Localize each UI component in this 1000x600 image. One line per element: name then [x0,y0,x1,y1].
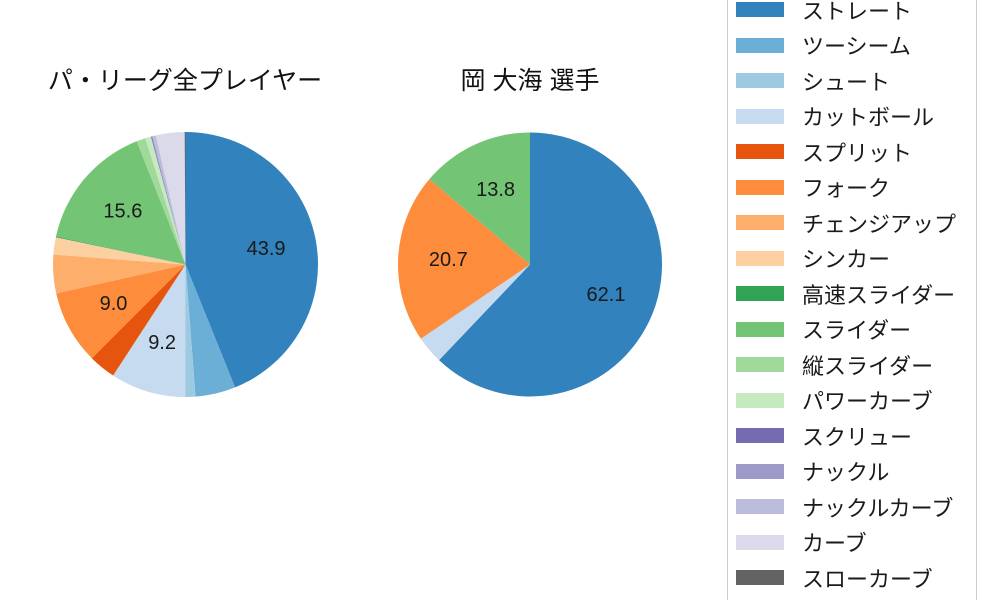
legend-swatch-icon [736,179,784,195]
chart-title-right: 岡 大海 選手 [460,67,600,95]
pie-value-label: 62.1 [587,284,626,306]
legend-item-label: チェンジアップ [802,211,957,237]
legend-item-9: スライダー [728,312,976,348]
pie-slice-0-12 [150,136,186,265]
legend-swatch-icon [736,392,784,408]
legend-item-label: スプリット [802,140,913,166]
pie-slice-1-0 [439,132,663,397]
legend-item-label: ストレート [802,0,913,24]
pie-slice-0-9 [56,141,186,265]
legend-swatch-icon [736,357,784,373]
legend-item-3: カットボール [728,99,976,135]
pie-slice-0-5 [56,264,186,359]
legend-item-label: カーブ [802,531,867,557]
legend-swatch-icon [736,108,784,124]
pie-value-label: 9.0 [100,293,128,315]
legend-item-1: ツーシーム [728,28,976,64]
chart-title-left: パ・リーグ全プレイヤー [47,67,323,95]
legend-swatch-icon [736,570,784,586]
pie-value-label: 20.7 [429,249,468,271]
legend-swatch-icon [736,73,784,89]
legend-item-label: ナックルカーブ [802,495,954,521]
legend-item-label: シュート [802,69,891,95]
pie-slice-0-7 [53,237,186,265]
pie-slice-1-2 [398,179,530,339]
pie-value-label: 15.6 [103,200,142,222]
legend-item-label: フォーク [802,176,891,202]
pie-slice-0-4 [91,264,186,376]
pie-value-label: 13.8 [476,179,515,201]
pie-slice-0-13 [151,136,186,265]
legend-swatch-icon [736,499,784,515]
pie-value-label: 9.2 [148,332,176,354]
pie-slice-0-16 [184,131,186,265]
pie-slice-0-10 [136,138,186,265]
legend-item-label: パワーカーブ [802,389,933,415]
legend-swatch-icon [736,144,784,160]
pie-slice-0-0 [185,132,319,388]
legend-item-0: ストレート [728,0,976,28]
pie-slice-1-1 [420,264,530,361]
legend-item-label: 高速スライダー [802,282,956,308]
pie-slice-0-3 [113,264,186,397]
pie-slice-1-3 [429,132,530,265]
pie-slice-0-15 [155,132,186,265]
legend-item-label: カットボール [802,105,935,131]
pie-slice-0-11 [145,136,186,265]
legend-item-16: スローカーブ [728,560,976,596]
legend-item-label: スライダー [802,318,912,344]
legend-swatch-icon [736,321,784,337]
legend-item-label: ツーシーム [802,34,911,60]
pie-slice-0-14 [152,135,186,265]
pie-slice-0-6 [53,254,186,294]
legend-swatch-icon [736,2,784,18]
legend-item-2: シュート [728,63,976,99]
legend-item-label: 縦スライダー [802,353,934,379]
legend-swatch-icon [736,534,784,550]
legend-swatch-icon [736,463,784,479]
legend-item-6: チェンジアップ [728,205,976,241]
legend-item-13: ナックル [728,454,976,490]
legend-item-11: パワーカーブ [728,383,976,419]
legend-item-5: フォーク [728,170,976,206]
legend-item-7: シンカー [728,241,976,277]
legend-item-4: スプリット [728,134,976,170]
legend-swatch-icon [736,215,784,231]
legend-swatch-icon [736,428,784,444]
legend-swatch-icon [736,37,784,53]
legend-item-10: 縦スライダー [728,347,976,383]
pie-slice-0-8 [55,236,186,265]
legend-item-14: ナックルカーブ [728,489,976,525]
legend-item-label: スクリュー [802,424,913,450]
pie-slice-0-2 [185,264,196,397]
pie-value-label: 43.9 [247,238,286,260]
pie-slice-0-1 [185,264,236,397]
legend-item-12: スクリュー [728,418,976,454]
legend: ストレートツーシームシュートカットボール スプリットフォークチェンジアップ シンカー… [727,0,977,600]
legend-swatch-icon [736,250,784,266]
legend-item-label: スローカーブ [802,566,933,592]
legend-item-8: 高速スライダー [728,276,976,312]
legend-item-label: シンカー [802,247,891,273]
legend-swatch-icon [736,286,784,302]
legend-item-15: カーブ [728,525,976,561]
legend-item-label: ナックル [802,460,890,486]
